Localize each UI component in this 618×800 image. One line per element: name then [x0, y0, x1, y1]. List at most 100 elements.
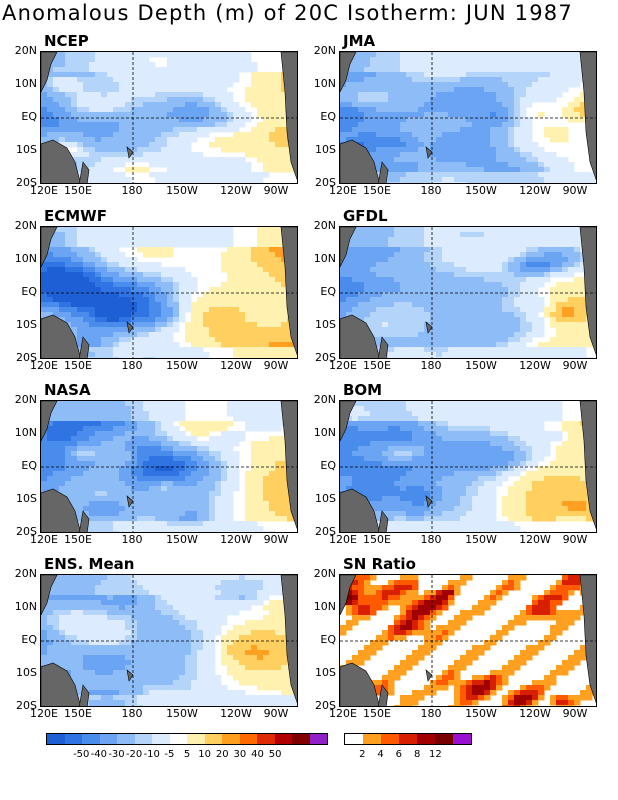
panel-title: NASA	[44, 381, 91, 399]
land-mass	[126, 321, 134, 334]
longitude-label: 120W	[220, 359, 252, 372]
land-mass	[340, 52, 357, 93]
longitude-label: 120E	[30, 359, 58, 372]
latitude-label: 20S	[315, 525, 336, 538]
latitude-label: 10S	[16, 492, 37, 505]
land-mass	[41, 139, 81, 183]
figure-title: Anomalous Depth (m) of 20C Isotherm: JUN…	[2, 1, 573, 25]
map-panel-jma	[339, 51, 597, 184]
land-mass	[340, 227, 357, 268]
latitude-label: EQ	[21, 459, 37, 472]
longitude-label: 150E	[64, 184, 92, 197]
contour-field	[41, 52, 297, 183]
latitude-label: 10N	[14, 77, 37, 90]
colorbar-swatch	[292, 734, 310, 744]
longitude-label: 90W	[562, 707, 588, 720]
latitude-label: 10S	[16, 318, 37, 331]
panel-title: ECMWF	[44, 207, 107, 225]
land-mass	[378, 510, 389, 532]
latitude-label: 10S	[315, 318, 336, 331]
land-mass	[79, 510, 90, 532]
latitude-label: EQ	[320, 110, 336, 123]
longitude-label: 150W	[166, 184, 198, 197]
longitude-label: 120E	[329, 184, 357, 197]
anomaly-colorbar	[46, 733, 328, 745]
longitude-label: 90W	[562, 359, 588, 372]
land-mass	[378, 336, 389, 358]
longitude-label: 150W	[166, 707, 198, 720]
land-mass	[280, 401, 297, 530]
longitude-label: 120E	[329, 707, 357, 720]
longitude-label: 150E	[363, 359, 391, 372]
sn-ratio-colorbar	[344, 733, 472, 745]
latitude-label: 20N	[313, 393, 336, 406]
colorbar-swatch	[435, 734, 453, 744]
contour-field	[340, 401, 596, 532]
map-panel-ens-mean	[40, 574, 298, 707]
panel-title: JMA	[343, 32, 376, 50]
colorbar-swatch	[363, 734, 381, 744]
land-mass	[79, 684, 90, 706]
colorbar-swatch	[169, 734, 187, 744]
longitude-label: 120W	[220, 707, 252, 720]
land-mass	[340, 488, 380, 532]
land-mass	[425, 495, 433, 508]
longitude-label: 150E	[363, 184, 391, 197]
colorbar-swatch	[47, 734, 65, 744]
longitude-label: 150W	[465, 533, 497, 546]
longitude-label: 180	[121, 533, 143, 546]
latitude-label: 10N	[313, 77, 336, 90]
longitude-label: 90W	[562, 533, 588, 546]
land-mass	[126, 669, 134, 682]
land-mass	[579, 575, 596, 704]
land-mass	[126, 495, 134, 508]
latitude-label: 10N	[14, 252, 37, 265]
land-mass	[41, 52, 58, 93]
longitude-label: 120E	[30, 533, 58, 546]
colorbar-swatch	[82, 734, 100, 744]
contour-field	[340, 52, 596, 183]
latitude-label: 10N	[14, 600, 37, 613]
longitude-label: 180	[420, 184, 442, 197]
colorbar-tick-label: -30	[108, 749, 125, 760]
longitude-label: 180	[420, 707, 442, 720]
land-mass	[79, 336, 90, 358]
latitude-label: 20N	[14, 219, 37, 232]
land-mass	[340, 401, 357, 442]
contour-field	[41, 575, 297, 706]
land-mass	[41, 575, 58, 616]
land-mass	[579, 52, 596, 181]
longitude-label: 120E	[329, 533, 357, 546]
land-mass	[579, 401, 596, 530]
longitude-label: 150W	[465, 184, 497, 197]
latitude-label: 10N	[14, 426, 37, 439]
colorbar-tick-label: 6	[395, 749, 403, 760]
longitude-label: 120E	[329, 359, 357, 372]
latitude-label: EQ	[21, 110, 37, 123]
contour-field	[340, 227, 596, 358]
colorbar-tick-label: 4	[377, 749, 384, 760]
longitude-label: 120W	[220, 533, 252, 546]
latitude-label: EQ	[21, 633, 37, 646]
latitude-label: 20S	[315, 699, 336, 712]
latitude-label: 10N	[313, 252, 336, 265]
longitude-label: 90W	[263, 184, 289, 197]
latitude-label: 10S	[315, 492, 336, 505]
latitude-label: 20S	[16, 176, 37, 189]
colorbar-tick-label: -5	[164, 749, 175, 760]
longitude-label: 150W	[465, 359, 497, 372]
contour-field	[41, 401, 297, 532]
contour-field	[340, 575, 596, 706]
land-mass	[425, 669, 433, 682]
longitude-label: 180	[420, 359, 442, 372]
land-mass	[280, 575, 297, 704]
longitude-label: 120W	[519, 184, 551, 197]
longitude-label: 180	[121, 707, 143, 720]
land-mass	[41, 314, 81, 358]
land-mass	[280, 52, 297, 181]
land-mass	[340, 139, 380, 183]
land-mass	[41, 488, 81, 532]
contour-field	[41, 227, 297, 358]
panel-title: GFDL	[343, 207, 388, 225]
land-mass	[340, 314, 380, 358]
